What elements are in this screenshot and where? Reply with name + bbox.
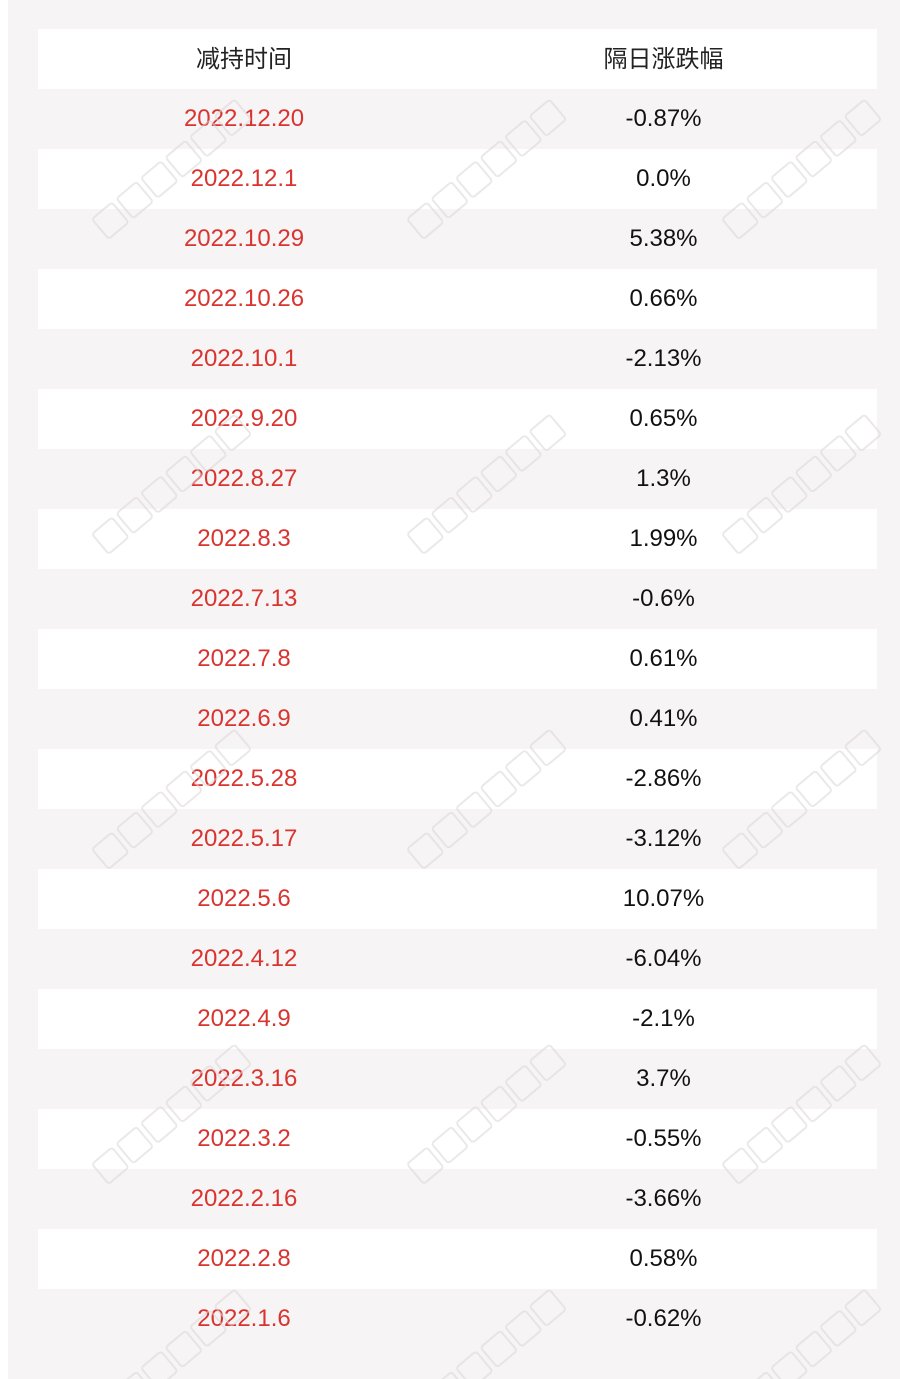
row-change: -2.86% (625, 765, 702, 792)
table-row: 2022.7.8 0.61% (38, 629, 877, 689)
row-change: 1.3% (636, 465, 691, 492)
row-change: -0.6% (632, 585, 695, 612)
table-row: 2022.10.29 5.38% (38, 209, 877, 269)
row-date: 2022.8.3 (197, 525, 291, 552)
row-date: 2022.6.9 (197, 705, 291, 732)
row-date: 2022.3.2 (197, 1125, 291, 1152)
row-date: 2022.8.27 (190, 465, 298, 492)
row-change: -6.04% (625, 945, 702, 972)
table-row: 2022.12.1 0.0% (38, 149, 877, 209)
table-row: 2022.1.6 -0.62% (38, 1289, 877, 1349)
row-change: 0.41% (629, 705, 698, 732)
row-date: 2022.10.29 (183, 225, 305, 252)
row-date: 2022.5.17 (190, 825, 298, 852)
table-row: 2022.8.3 1.99% (38, 509, 877, 569)
table-row: 2022.2.16 -3.66% (38, 1169, 877, 1229)
row-date: 2022.12.20 (183, 105, 305, 132)
row-change: -3.66% (625, 1185, 702, 1212)
table-row: 2022.5.6 10.07% (38, 869, 877, 929)
row-change: 0.65% (629, 405, 698, 432)
row-change: -0.55% (625, 1125, 702, 1152)
table-row: 2022.7.13 -0.6% (38, 569, 877, 629)
row-date: 2022.5.6 (197, 885, 291, 912)
row-date: 2022.2.8 (197, 1245, 291, 1272)
table-row: 2022.6.9 0.41% (38, 689, 877, 749)
row-change: 0.61% (629, 645, 698, 672)
table-row: 2022.3.16 3.7% (38, 1049, 877, 1109)
table-row: 2022.2.8 0.58% (38, 1229, 877, 1289)
row-change: 1.99% (629, 525, 698, 552)
row-date: 2022.3.16 (190, 1065, 298, 1092)
row-change: 5.38% (629, 225, 698, 252)
table-row: 2022.5.17 -3.12% (38, 809, 877, 869)
table-row: 2022.9.20 0.65% (38, 389, 877, 449)
row-date: 2022.1.6 (197, 1305, 291, 1332)
row-date: 2022.7.8 (197, 645, 291, 672)
table-row: 2022.10.26 0.66% (38, 269, 877, 329)
table-row: 2022.12.20 -0.87% (38, 89, 877, 149)
row-change: -2.13% (625, 345, 702, 372)
header-change: 隔日涨跌幅 (603, 45, 724, 73)
row-change: -3.12% (625, 825, 702, 852)
table-row: 2022.3.2 -0.55% (38, 1109, 877, 1169)
table-row: 2022.8.27 1.3% (38, 449, 877, 509)
table-row: 2022.5.28 -2.86% (38, 749, 877, 809)
row-change: -0.87% (625, 105, 702, 132)
row-date: 2022.12.1 (190, 165, 298, 192)
row-date: 2022.7.13 (190, 585, 298, 612)
row-change: -0.62% (625, 1305, 702, 1332)
row-change: 0.66% (629, 285, 698, 312)
row-date: 2022.4.9 (197, 1005, 291, 1032)
row-date: 2022.10.1 (190, 345, 298, 372)
table-header: 减持时间 隔日涨跌幅 (38, 29, 877, 89)
row-change: 0.58% (629, 1245, 698, 1272)
header-date: 减持时间 (196, 45, 292, 73)
row-date: 2022.10.26 (183, 285, 305, 312)
row-change: 3.7% (636, 1065, 691, 1092)
table-row: 2022.10.1 -2.13% (38, 329, 877, 389)
row-date: 2022.9.20 (190, 405, 298, 432)
row-change: 10.07% (622, 885, 705, 912)
row-date: 2022.5.28 (190, 765, 298, 792)
reduction-table: 减持时间 隔日涨跌幅 2022.12.20 -0.87% 2022.12.1 0.0%… (38, 29, 877, 1349)
row-date: 2022.2.16 (190, 1185, 298, 1212)
row-date: 2022.4.12 (190, 945, 298, 972)
row-change: -2.1% (632, 1005, 695, 1032)
table-row: 2022.4.12 -6.04% (38, 929, 877, 989)
table-row: 2022.4.9 -2.1% (38, 989, 877, 1049)
row-change: 0.0% (636, 165, 691, 192)
